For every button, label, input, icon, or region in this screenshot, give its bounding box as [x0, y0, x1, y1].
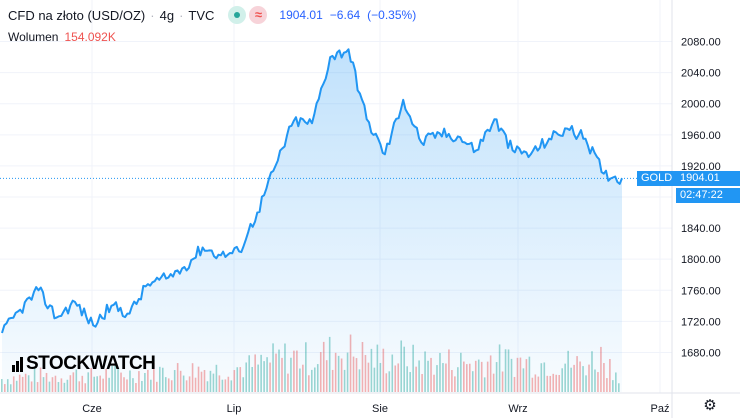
price-line [1, 48, 623, 334]
symbol-price-tag: GOLD [637, 171, 677, 187]
countdown-tag: 02:47:22 [676, 188, 740, 204]
x-tick-label: Cze [82, 403, 102, 415]
logo-text: STOCKWATCH [26, 353, 156, 374]
volume-legend[interactable]: Wolumen 154.092K [8, 30, 116, 44]
quote-values: 1904.01 −6.64 (−0.35%) [279, 8, 423, 22]
y-tick-label: 1840.00 [681, 223, 721, 235]
source-label: TVC [188, 7, 215, 23]
wave-icon[interactable]: ≈ [249, 6, 268, 24]
last-price: 1904.01 [279, 8, 323, 22]
symbol-title[interactable]: CFD na złoto (USD/OZ) [8, 7, 146, 23]
y-tick-label: 2040.00 [681, 68, 721, 80]
last-price-tag: 1904.01 [676, 171, 740, 187]
volume-label: Wolumen [8, 30, 59, 44]
y-tick-label: 2000.00 [681, 99, 721, 111]
gear-icon[interactable]: ⚙ [703, 397, 717, 414]
x-tick-label: Paź [651, 403, 670, 415]
x-tick-label: Wrz [508, 403, 527, 415]
market-open-icon[interactable] [228, 6, 247, 24]
price-area [0, 48, 672, 393]
price-area-fill [2, 49, 622, 393]
y-tick-label: 1680.00 [681, 347, 721, 359]
y-tick-label: 1800.00 [681, 254, 721, 266]
y-tick-label: 2080.00 [681, 37, 721, 49]
y-tick-label: 1760.00 [681, 285, 721, 297]
price-change-pct: (−0.35%) [367, 8, 417, 22]
price-change: −6.64 [329, 8, 361, 22]
chart-header: CFD na złoto (USD/OZ) · 4g · TVC ≈ 1904.… [8, 6, 423, 24]
separator: · [179, 7, 184, 23]
x-tick-label: Lip [227, 403, 242, 415]
x-tick-label: Sie [372, 403, 388, 415]
logo-bars-icon [12, 356, 24, 372]
volume-value: 154.092K [64, 30, 116, 44]
volume-bar [1, 379, 3, 392]
y-tick-label: 1720.00 [681, 316, 721, 328]
y-tick-label: 1960.00 [681, 130, 721, 142]
separator: · [150, 7, 155, 23]
y-tick-label: 1920.00 [681, 161, 721, 173]
stockwatch-logo: STOCKWATCH [12, 353, 156, 375]
interval-label[interactable]: 4g [159, 7, 175, 23]
